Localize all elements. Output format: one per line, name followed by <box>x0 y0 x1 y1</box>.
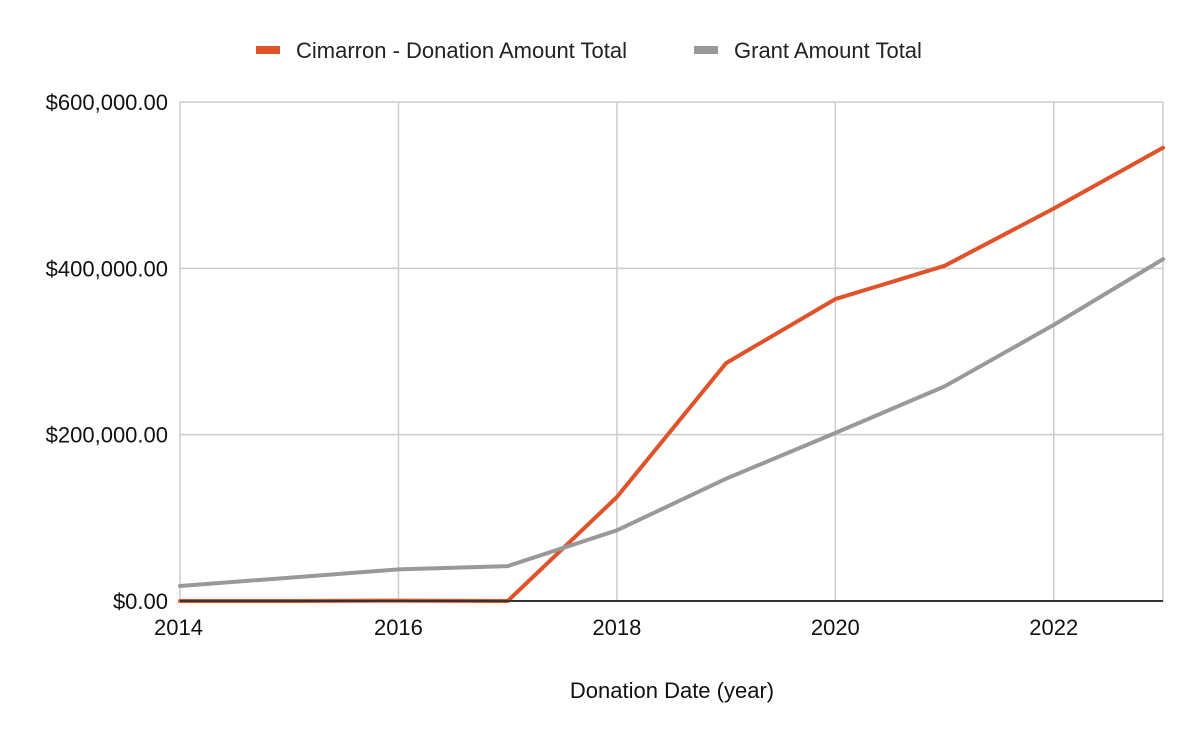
x-tick-label: 2016 <box>374 615 423 640</box>
series-group <box>178 145 1165 603</box>
legend-label: Grant Amount Total <box>734 38 922 63</box>
series-line-1 <box>178 145 1165 603</box>
x-tick-label: 2020 <box>811 615 860 640</box>
x-tick-label: 2014 <box>154 615 203 640</box>
series-line-2 <box>178 257 1165 588</box>
y-tick-label: $400,000.00 <box>46 256 168 281</box>
legend: Cimarron - Donation Amount Total Grant Am… <box>256 38 922 63</box>
tick-labels: $0.00 $200,000.00 $400,000.00 $600,000.00 20… <box>46 90 1079 640</box>
x-tick-label: 2018 <box>592 615 641 640</box>
y-tick-label: $200,000.00 <box>46 423 168 448</box>
legend-swatch <box>694 46 718 54</box>
y-tick-label: $600,000.00 <box>46 90 168 115</box>
legend-swatch <box>256 46 280 54</box>
y-tick-label: $0.00 <box>113 589 168 614</box>
x-tick-label: 2022 <box>1029 615 1078 640</box>
x-axis-title: Donation Date (year) <box>570 678 774 703</box>
grid <box>179 101 1164 601</box>
legend-label: Cimarron - Donation Amount Total <box>296 38 627 63</box>
